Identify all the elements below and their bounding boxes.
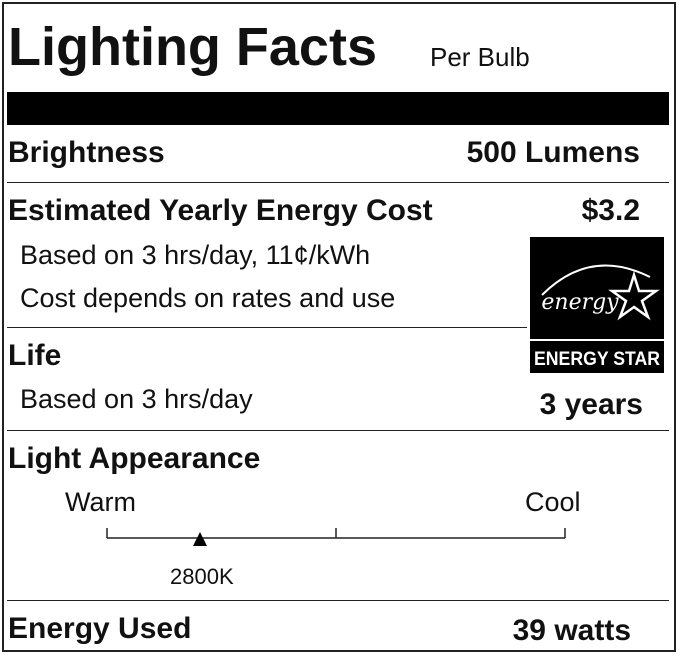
logo-name: ENERGY STAR: [534, 349, 660, 370]
brightness-label: Brightness: [8, 136, 165, 169]
divider: [7, 182, 669, 183]
scale-right: Cool: [525, 487, 581, 517]
logo-rule: [530, 339, 664, 341]
divider: [7, 327, 527, 328]
appearance-scale: [106, 528, 566, 546]
cost-note: Cost depends on rates and use: [20, 283, 396, 313]
life-note: Based on 3 hrs/day: [20, 384, 253, 414]
logo-script: energy: [541, 290, 619, 315]
marker-label: 2800K: [170, 564, 234, 589]
energy-used-label: Energy Used: [8, 612, 192, 645]
energy-used-value: 39 watts: [512, 614, 631, 647]
appearance-label: Light Appearance: [8, 442, 261, 475]
header-bar: [7, 92, 669, 125]
logo-arc: [541, 264, 651, 296]
title: Lighting Facts: [8, 17, 377, 77]
subtitle: Per Bulb: [430, 42, 530, 72]
energy-star-logo: energy ENERGY STAR: [530, 237, 664, 373]
cost-label: Estimated Yearly Energy Cost: [8, 194, 433, 227]
divider: [7, 600, 669, 601]
logo-star: [608, 270, 660, 321]
scale-marker: [193, 532, 207, 546]
cost-note: Based on 3 hrs/day, 11¢/kWh: [20, 240, 371, 270]
logo-box: [530, 237, 664, 373]
divider: [7, 430, 669, 431]
cost-value: $3.2: [581, 194, 640, 227]
life-label: Life: [8, 339, 62, 372]
life-value: 3 years: [539, 388, 643, 421]
scale-left: Warm: [65, 487, 136, 517]
brightness-value: 500 Lumens: [466, 136, 640, 169]
